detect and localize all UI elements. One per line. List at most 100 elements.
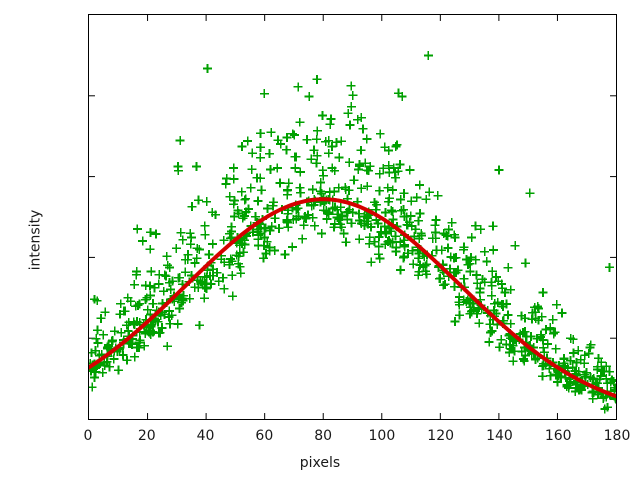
scatter-point [229,163,239,173]
scatter-point [593,389,603,399]
scatter-point [520,313,530,323]
scatter-point [294,211,303,221]
scatter-point [491,309,501,319]
scatter-point [430,220,440,230]
scatter-point [553,377,562,387]
scatter-point [541,325,551,335]
scatter-point [154,328,164,338]
scatter-point [581,372,591,382]
scatter-point [192,253,202,263]
scatter-point [224,260,234,270]
scatter-point [403,220,413,230]
scatter-point [337,210,346,220]
scatter-point [116,328,126,338]
scatter-point [374,249,384,259]
scatter-point [287,242,297,252]
scatter-point [174,304,184,314]
scatter-point [414,234,424,244]
scatter-point [187,202,197,212]
scatter-point [521,258,531,268]
scatter-point [462,254,471,264]
scatter-point [98,330,108,340]
scatter-point [362,216,372,226]
scatter-point [237,141,247,151]
scatter-point [145,328,155,338]
scatter-point [522,332,531,342]
scatter-point [603,402,613,412]
scatter-point [450,233,460,243]
scatter-point [467,232,477,242]
scatter-point [162,341,172,351]
scatter-point [406,196,416,206]
scatter-point [599,392,609,402]
scatter-point [284,178,294,188]
scatter-point [122,355,132,365]
scatter-point [200,230,210,240]
scatter-point [415,180,425,190]
scatter-point [219,284,229,294]
scatter-point [343,108,353,118]
scatter-point [420,261,430,271]
scatter-point [281,145,291,155]
scatter-point [115,309,125,319]
scatter-point [91,334,101,344]
scatter-point [280,249,290,259]
scatter-point [592,365,602,374]
scatter-point [435,273,445,283]
scatter-point [272,163,282,173]
scatter-point [374,232,384,242]
scatter-point [510,241,520,251]
scatter-point [282,186,292,196]
scatter-point [240,240,250,250]
x-tick-label: 40 [196,428,215,444]
scatter-point [165,319,175,329]
scatter-point [100,307,110,317]
scatter-point [208,239,218,249]
scatter-point [247,164,257,174]
scatter-point [449,282,459,292]
scatter-point [467,307,477,317]
scatter-point [496,335,506,345]
scatter-point [259,89,269,99]
scatter-point [233,206,243,216]
scatter-point [365,232,375,242]
scatter-point [596,371,606,381]
scatter-point [572,380,582,390]
scatter-point [344,157,354,167]
scatter-point [454,300,464,310]
scatter-point [580,350,590,360]
scatter-point [604,262,614,272]
scatter-point [360,158,370,168]
scatter-point [471,255,481,265]
scatter-point [118,350,128,360]
scatter-point [256,142,266,152]
scatter-point [586,373,596,383]
scatter-point [339,229,349,239]
scatter-point [506,319,516,329]
scatter-point [246,183,256,193]
scatter-point [171,243,181,253]
scatter-point [321,206,331,216]
scatter-point [503,310,513,320]
scatter-point [221,179,231,189]
axis-ticks [89,15,616,419]
gaussian-fit-curve [89,197,616,399]
scatter-point [582,368,592,378]
scatter-point [520,327,530,337]
scatter-point [375,253,385,263]
scatter-point [159,286,169,296]
x-tick-label: 180 [603,428,631,444]
scatter-point [226,226,236,236]
scatter-point [96,313,106,323]
scatter-point [355,161,365,171]
scatter-point [89,294,99,304]
scatter-point [295,117,305,127]
plot-canvas [89,15,616,419]
scatter-point [141,295,150,305]
scatter-point [388,215,398,225]
scatter-point [330,219,340,229]
scatter-point [596,357,606,367]
scatter-point [288,129,298,139]
scatter-point [388,185,398,195]
scatter-point [579,370,589,380]
